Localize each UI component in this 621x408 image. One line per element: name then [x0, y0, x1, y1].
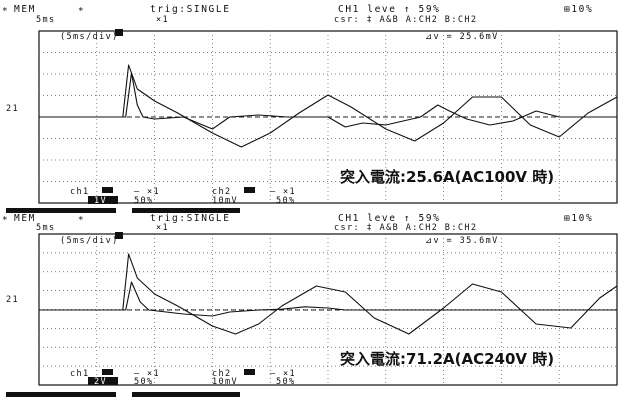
footer-ch1: ch1 [70, 187, 90, 197]
inrush-current-caption: 突入電流:25.6A(AC100V 時) [340, 168, 554, 186]
trigger-marker [115, 232, 123, 239]
ch1-indicator [102, 369, 113, 375]
waveform-trace-1 [39, 72, 617, 130]
footer-ch1-mag: — ×1 [134, 369, 160, 379]
header-mode: MEM [14, 213, 36, 224]
ch1-coupling-box [88, 196, 118, 204]
footer-ch1-coupling: 2V [94, 377, 107, 387]
trigger-marker [115, 29, 123, 36]
footer-ch1: ch1 [70, 369, 90, 379]
header-cursor: csr: ‡ A&B A:CH2 B:CH2 [334, 15, 477, 25]
div-label: (5ms/div) [60, 32, 119, 42]
header-trig-level: CH1 leve ↑ 59% [338, 4, 440, 15]
ch1-coupling-box [88, 377, 118, 385]
scroll-bar-right [132, 208, 240, 213]
header-cursor: csr: ‡ A&B A:CH2 B:CH2 [334, 223, 477, 233]
footer-ch2-pos: 50% [276, 377, 296, 387]
footer-ch2-pos: 50% [276, 196, 296, 206]
footer-ch2-mag: — ×1 [270, 369, 296, 379]
header-pretrig: ⊞10% [564, 213, 593, 224]
header-trig: trig:SINGLE [150, 213, 231, 224]
inrush-current-caption: 突入電流:71.2A(AC240V 時) [340, 350, 554, 368]
footer-ch2-volts: 10mV [212, 196, 238, 206]
header-star: ∗ [2, 4, 9, 15]
header-timebase: 5ms [36, 15, 56, 25]
delta-v-readout: ⊿v = 35.6mV [425, 236, 499, 246]
header-star: ∗ [2, 213, 9, 224]
waveform-trace-1 [39, 281, 617, 317]
header-trig: trig:SINGLE [150, 4, 231, 15]
footer-ch1-coupling: 1V [94, 196, 107, 206]
waveform-trace-2 [39, 253, 618, 335]
delta-v-readout: ⊿v = 25.6mV [425, 32, 499, 42]
waveform-trace-2 [39, 64, 618, 148]
header-mag: ×1 [156, 15, 169, 25]
header-mag: ×1 [156, 223, 169, 233]
footer-ch2-mag: — ×1 [270, 187, 296, 197]
channel-marker: 21 [6, 104, 19, 114]
ch1-indicator [102, 187, 113, 193]
waveform-traces [39, 253, 618, 335]
footer-ch2: ch2 [212, 187, 232, 197]
footer-ch2: ch2 [212, 369, 232, 379]
header-mode: MEM [14, 4, 36, 15]
scroll-bar-right [132, 392, 240, 397]
footer-ch2-volts: 10mV [212, 377, 238, 387]
waveform-traces [39, 64, 618, 148]
header-star-2: ∗ [78, 4, 85, 15]
channel-marker: 21 [6, 295, 19, 305]
header-timebase: 5ms [36, 223, 56, 233]
header-trig-level: CH1 leve ↑ 59% [338, 213, 440, 224]
scope-panel-2: ∗ MEM ∗ trig:SINGLE CH1 leve ↑ 59% ⊞10% … [2, 213, 618, 387]
ch2-indicator [244, 369, 255, 375]
footer-ch1-pos: 50% [134, 377, 154, 387]
header-star-2: ∗ [78, 213, 85, 224]
div-label: (5ms/div) [60, 236, 119, 246]
scroll-bar-left [6, 208, 116, 213]
ch2-indicator [244, 187, 255, 193]
header-pretrig: ⊞10% [564, 4, 593, 15]
scroll-bar-left [6, 392, 116, 397]
footer-ch1-pos: 50% [134, 196, 154, 206]
scope-panel-1: ∗ MEM ∗ trig:SINGLE CH1 leve ↑ 59% ⊞10% … [2, 4, 618, 206]
footer-ch1-mag: — ×1 [134, 187, 160, 197]
